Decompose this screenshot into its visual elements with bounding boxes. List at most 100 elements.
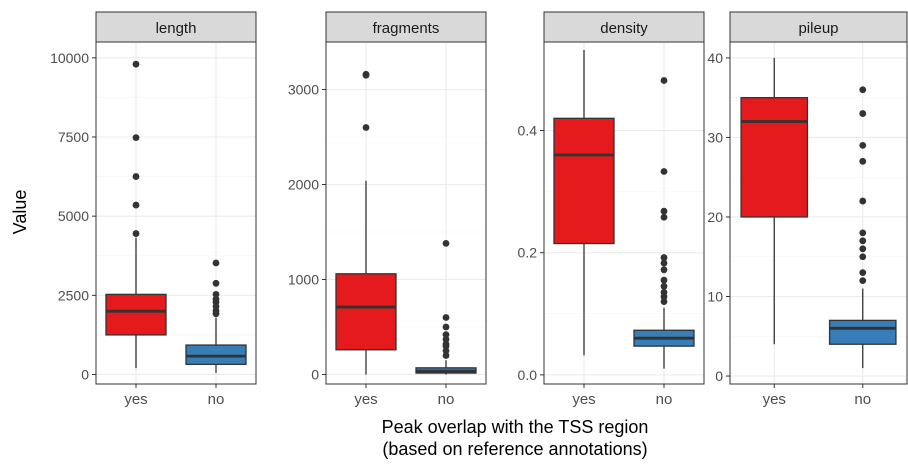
y-tick-label: 5000 [58, 208, 89, 224]
panel-border [543, 41, 705, 385]
outlier-point [859, 237, 867, 245]
x-tick-label: yes [124, 391, 147, 408]
outlier-point [859, 157, 867, 165]
box-iqr [553, 117, 615, 245]
outlier-point [660, 213, 668, 221]
x-axis-title-line1: Peak overlap with the TSS region [382, 417, 649, 437]
box-yes [740, 57, 809, 345]
y-tick-label: 7500 [58, 129, 89, 145]
outlier-point [859, 86, 867, 94]
facet-strip-label: pileup [798, 20, 838, 37]
outlier-point [442, 323, 450, 331]
y-tick-label: 40 [707, 50, 723, 66]
outlier-point [660, 282, 668, 290]
outlier-point [442, 352, 450, 359]
y-tick-label: 3000 [288, 82, 319, 98]
outlier-point [660, 276, 668, 284]
outlier-point [859, 141, 867, 149]
outlier-point [660, 77, 668, 84]
x-axis-title-line2: (based on reference annotations) [382, 439, 647, 459]
box-iqr [740, 97, 809, 218]
outlier-point [859, 110, 867, 117]
facet-panel-density: density 0.0 0.2 0.4 yes no [518, 11, 705, 408]
x-tick-label: yes [354, 391, 377, 408]
y-axis-title: Value [10, 190, 30, 235]
facet-strip-label: fragments [373, 20, 440, 37]
outlier-point [132, 173, 140, 180]
facet-panel-pileup: pileup 0 10 20 30 40 yes no [707, 11, 908, 408]
facet-panel-fragments: fragments 0 1000 2000 3000 yes no [288, 11, 487, 408]
outlier-point [660, 259, 668, 267]
outlier-point [442, 342, 450, 350]
facet-panel-length: length 0 2500 5000 7500 10000 yes no [50, 11, 257, 408]
box-iqr [828, 319, 897, 345]
outlier-point [442, 240, 450, 247]
y-tick-label: 30 [707, 129, 723, 145]
outlier-point [132, 60, 140, 68]
box-iqr [185, 344, 247, 366]
box-no [415, 240, 477, 375]
facet-strip [325, 11, 487, 43]
outlier-point [660, 254, 668, 261]
y-tick-label: 10 [707, 289, 723, 305]
panel-border [729, 41, 908, 385]
y-tick-label: 2500 [58, 287, 89, 303]
facet-strip-label: density [600, 20, 648, 37]
box-iqr [335, 273, 397, 351]
y-tick-label: 10000 [50, 50, 89, 66]
outlier-point [859, 245, 867, 253]
box-no [185, 259, 247, 373]
box-iqr [105, 293, 167, 336]
panel-border [325, 41, 487, 385]
outlier-point [362, 124, 370, 131]
outlier-point [442, 331, 450, 338]
x-tick-label: no [656, 391, 673, 408]
outlier-point [859, 229, 867, 237]
y-tick-label: 0.0 [518, 367, 538, 383]
x-tick-label: no [438, 391, 455, 408]
y-tick-label: 20 [707, 209, 723, 225]
outlier-point [859, 269, 867, 277]
y-tick-label: 2000 [288, 177, 319, 193]
y-tick-label: 0.2 [518, 245, 538, 261]
outlier-point [859, 197, 867, 205]
outlier-point [132, 134, 140, 142]
outlier-point [859, 277, 867, 285]
outlier-point [212, 279, 220, 287]
outlier-point [132, 230, 140, 237]
outlier-point [660, 207, 668, 215]
outlier-point [362, 71, 370, 79]
box-yes [335, 70, 397, 375]
outlier-point [859, 253, 867, 261]
outlier-point [212, 290, 220, 298]
facet-strip [543, 11, 705, 43]
x-tick-label: no [854, 391, 871, 408]
outlier-point [212, 259, 220, 267]
facet-strip-label: length [156, 20, 197, 37]
y-tick-label: 0.4 [518, 123, 538, 139]
y-tick-label: 1000 [288, 272, 319, 288]
outlier-point [212, 310, 220, 318]
outlier-point [660, 266, 668, 274]
panel-border [95, 41, 257, 385]
outlier-point [660, 293, 668, 301]
y-tick-label: 0 [311, 367, 319, 383]
outlier-point [660, 168, 668, 175]
box-no [828, 86, 897, 369]
outlier-point [132, 201, 140, 209]
box-yes [553, 49, 615, 356]
outlier-point [660, 298, 668, 305]
x-tick-label: yes [763, 391, 786, 408]
outlier-point [442, 347, 450, 355]
x-tick-label: no [208, 391, 225, 408]
y-tick-label: 0 [81, 367, 89, 383]
box-yes [105, 60, 167, 369]
y-tick-label: 0 [715, 368, 723, 384]
x-tick-label: yes [572, 391, 595, 408]
outlier-point [442, 335, 450, 343]
facet-strip [95, 11, 257, 43]
outlier-point [442, 314, 450, 321]
box-no [633, 77, 695, 369]
